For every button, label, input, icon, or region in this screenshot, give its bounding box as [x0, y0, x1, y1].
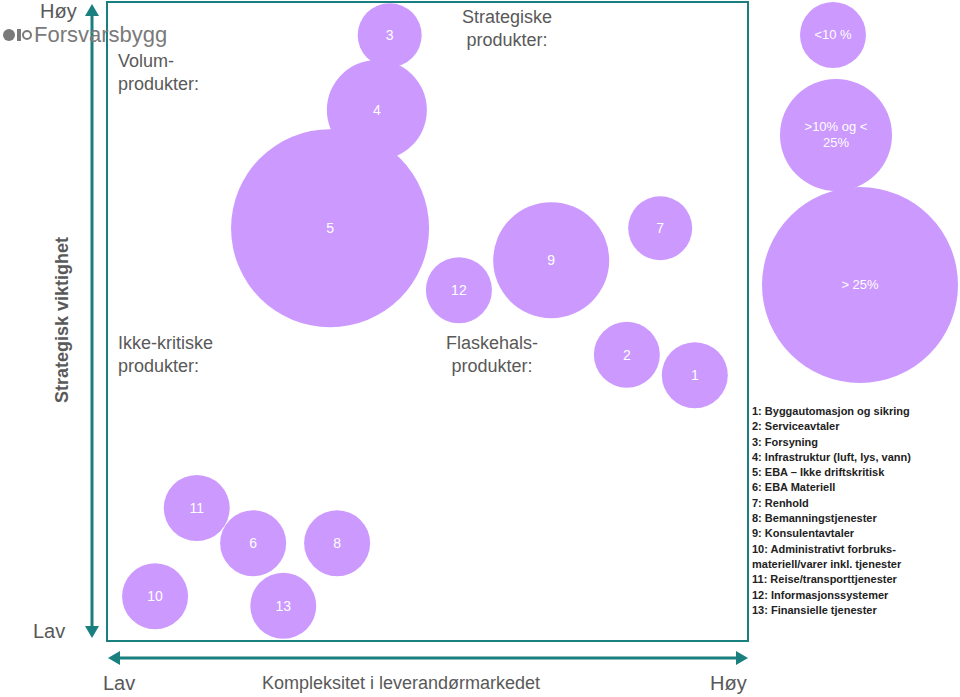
svg-text:4: 4 — [373, 102, 381, 118]
html-text:Ikke-kritiske produkter:: Ikke-kritiske produkter: — [118, 333, 213, 376]
svg-text:7: 7 — [656, 220, 664, 236]
html-text:> 25%: > 25% — [841, 277, 879, 292]
svg-text:2: 2 — [623, 347, 631, 363]
html-text:Flaskehals-produkter:: Flaskehals-produkter: — [446, 333, 538, 376]
svg-text:9: 9 — [547, 252, 555, 268]
html-text:13: Finansielle tjenester: 13: Finansielle tjenester — [752, 603, 877, 616]
html-text:2: Serviceavtaler: 2: Serviceavtaler — [752, 420, 840, 433]
svg-text:12: 12 — [451, 282, 467, 298]
html-text:12: Informasjonssystemer: 12: Informasjonssystemer — [752, 588, 889, 601]
html-text:10: Administrativt forbruks-ma: 10: Administrativt forbruks-materiell/va… — [752, 542, 902, 570]
html-text:4: Infrastruktur (luft, lys, v: 4: Infrastruktur (luft, lys, vann) — [752, 450, 911, 463]
svg-text:10: 10 — [147, 588, 163, 604]
html-text:Kompleksitet i leverandørmarke: Kompleksitet i leverandørmarkedet — [262, 673, 541, 693]
html-text:6: EBA Materiell: 6: EBA Materiell — [752, 481, 836, 494]
html-text:Strategiske produkter:: Strategiske produkter: — [462, 7, 552, 50]
svg-text:Strategisk viktighet: Strategisk viktighet — [52, 237, 72, 403]
html-text:1: Byggautomasjon og sikring: 1: Byggautomasjon og sikring — [752, 405, 910, 417]
svg-text:5: 5 — [326, 220, 334, 236]
svg-text:11: 11 — [189, 500, 204, 516]
svg-text:1: 1 — [691, 367, 699, 383]
html-text:Høy: Høy — [710, 672, 747, 694]
html-text:<10 %: <10 % — [814, 27, 852, 42]
html-text:Høy: Høy — [40, 0, 77, 22]
html-text:Lav: Lav — [33, 620, 66, 642]
html-text:>10% og < 25%: >10% og < 25% — [804, 119, 868, 150]
html-text:Forsvarsbygg: Forsvarsbygg — [34, 22, 168, 47]
svg-text:6: 6 — [249, 535, 257, 551]
svg-text:8: 8 — [333, 535, 341, 551]
html-text:5: EBA – Ikke driftskritisk: 5: EBA – Ikke driftskritisk — [752, 466, 885, 479]
html-text:8: Bemanningstjenester: 8: Bemanningstjenester — [752, 512, 877, 525]
svg-text:3: 3 — [386, 27, 394, 43]
html-text:3: Forsyning: 3: Forsyning — [752, 435, 818, 448]
html-text:Lav: Lav — [103, 672, 136, 694]
html-text:Volum-produkter:: Volum-produkter: — [118, 51, 199, 94]
svg-text:13: 13 — [275, 598, 291, 614]
html-text:11: Reise/transporttjenester: 11: Reise/transporttjenester — [752, 573, 897, 586]
html-text:7: Renhold: 7: Renhold — [752, 496, 809, 509]
html-text:9: Konsulentavtaler: 9: Konsulentavtaler — [752, 527, 855, 540]
